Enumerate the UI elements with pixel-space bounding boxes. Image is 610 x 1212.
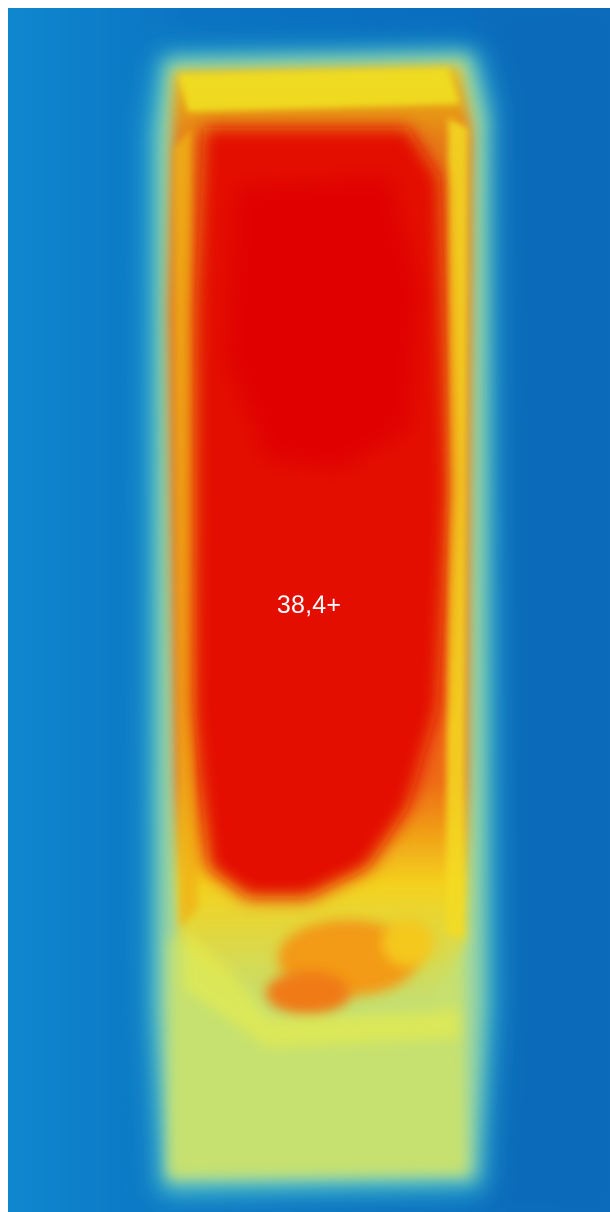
background-shade	[478, 8, 610, 1212]
thermal-image: 38,4+	[8, 8, 610, 1212]
left-warm-strip	[174, 128, 198, 928]
temperature-readout: 38,4+	[276, 591, 342, 619]
top-rim	[178, 68, 460, 112]
warm-patch-3	[382, 919, 434, 967]
hot-lobe	[228, 178, 418, 468]
warm-patch-2	[266, 971, 350, 1015]
yellow-transition-band	[184, 928, 460, 1048]
right-warm-strip	[446, 118, 468, 938]
thermal-scene	[146, 8, 610, 1212]
